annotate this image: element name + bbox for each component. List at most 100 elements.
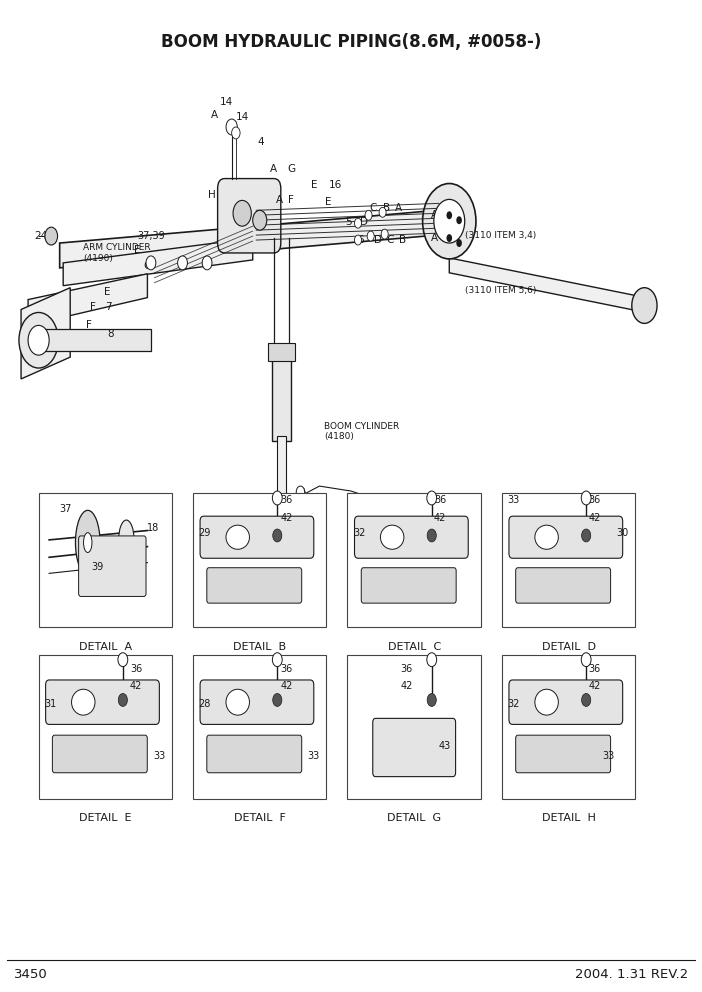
Circle shape [581,491,591,505]
Circle shape [232,127,240,139]
Bar [277,436,286,501]
FancyBboxPatch shape [207,567,302,603]
Bar [39,493,172,627]
Text: DETAIL  D: DETAIL D [542,642,595,652]
Circle shape [381,229,388,239]
Text: 28: 28 [199,699,211,709]
Circle shape [427,653,437,667]
Circle shape [118,653,128,667]
Text: 14: 14 [237,112,249,122]
Polygon shape [21,288,70,379]
Text: A: A [211,110,218,120]
Text: 43: 43 [439,741,451,751]
Text: (3110 ITEM 3,4): (3110 ITEM 3,4) [465,230,536,240]
Text: 42: 42 [588,513,601,523]
Circle shape [365,210,372,220]
Text: BOOM CYLINDER
(4180): BOOM CYLINDER (4180) [324,422,399,441]
Text: 33: 33 [153,751,165,761]
Text: 31: 31 [44,699,56,709]
Text: H: H [208,190,216,200]
Text: A: A [431,233,438,243]
Text: 39: 39 [91,562,103,572]
Circle shape [355,218,362,228]
Circle shape [45,227,58,245]
Circle shape [273,529,282,542]
Text: 32: 32 [508,699,520,709]
Text: A: A [270,164,277,174]
Text: 4: 4 [258,137,265,147]
Text: 24: 24 [34,231,48,241]
Circle shape [118,693,128,706]
Bar [502,493,635,627]
Circle shape [423,184,476,259]
FancyBboxPatch shape [373,718,456,777]
Text: BOOM HYDRAULIC PIPING(8.6M, #0058-): BOOM HYDRAULIC PIPING(8.6M, #0058-) [161,33,541,51]
Text: F: F [289,195,294,205]
Circle shape [456,216,462,224]
Text: C: C [144,261,151,271]
Text: C: C [370,203,377,213]
Text: A: A [431,210,438,220]
Text: (3110 ITEM 5,6): (3110 ITEM 5,6) [465,286,537,296]
Circle shape [28,325,49,355]
Text: D: D [374,235,383,245]
Bar [502,655,635,799]
Text: 7: 7 [105,302,112,311]
Circle shape [273,693,282,706]
Circle shape [446,234,452,242]
Text: 36: 36 [400,664,412,674]
FancyBboxPatch shape [509,516,623,558]
Circle shape [379,207,386,217]
Circle shape [296,486,305,498]
Text: 37: 37 [60,504,72,514]
Text: ARM CYLINDER
(4190): ARM CYLINDER (4190) [83,243,150,263]
FancyBboxPatch shape [200,680,314,724]
Text: A: A [230,124,237,134]
FancyBboxPatch shape [516,735,611,773]
Circle shape [253,210,267,230]
Ellipse shape [226,689,249,715]
Text: 30: 30 [616,528,628,538]
Text: 42: 42 [434,513,446,523]
Text: DETAIL  G: DETAIL G [387,813,442,823]
FancyBboxPatch shape [509,680,623,724]
Text: 6: 6 [357,235,364,245]
Text: 42: 42 [281,513,293,523]
FancyBboxPatch shape [362,567,456,603]
Circle shape [427,529,437,542]
Circle shape [178,256,187,270]
Text: F: F [86,320,91,330]
Circle shape [367,231,374,241]
Bar [39,329,151,351]
Circle shape [146,256,156,270]
Text: DETAIL  A: DETAIL A [79,642,132,652]
Text: E: E [325,197,332,207]
Bar [193,655,326,799]
Text: 36: 36 [588,495,600,505]
Text: 36: 36 [434,495,446,505]
Text: 42: 42 [281,682,293,691]
Text: 36: 36 [281,495,293,505]
Bar [268,343,295,361]
Text: C: C [386,235,393,245]
FancyBboxPatch shape [79,536,146,596]
Text: DETAIL  B: DETAIL B [233,642,286,652]
FancyBboxPatch shape [218,179,281,253]
Circle shape [355,235,362,245]
Bar [39,655,172,799]
FancyBboxPatch shape [53,735,147,773]
Text: B: B [383,203,390,213]
Text: 33: 33 [602,751,614,761]
Text: 36: 36 [588,664,600,674]
Text: DETAIL  H: DETAIL H [542,813,595,823]
Bar [193,493,326,627]
Text: 5: 5 [345,217,352,227]
Ellipse shape [76,510,100,574]
Polygon shape [63,238,253,286]
Polygon shape [449,258,646,312]
FancyBboxPatch shape [207,735,302,773]
Polygon shape [60,208,460,268]
FancyBboxPatch shape [200,516,314,558]
FancyBboxPatch shape [46,680,159,724]
Text: E: E [311,180,318,189]
